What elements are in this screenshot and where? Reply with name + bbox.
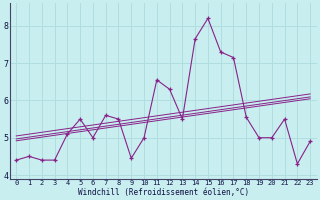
X-axis label: Windchill (Refroidissement éolien,°C): Windchill (Refroidissement éolien,°C) [78,188,249,197]
